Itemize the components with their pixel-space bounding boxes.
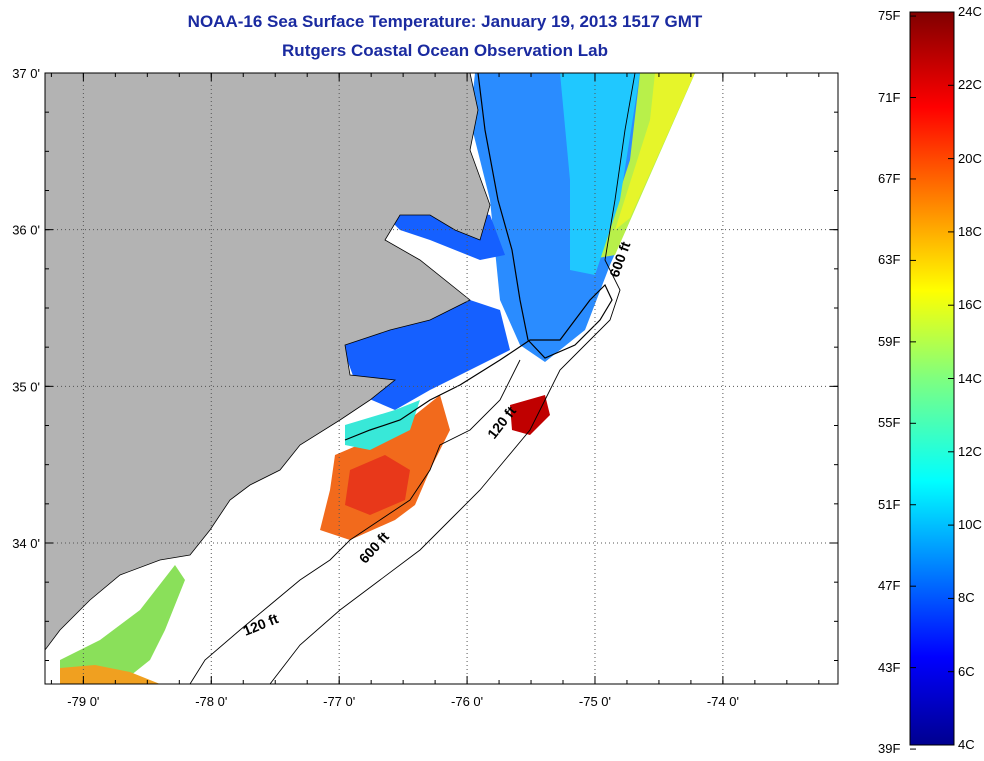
lon-tick-label: -79 0' [67, 694, 99, 709]
colorbar-label-fahrenheit: 47F [878, 578, 901, 594]
colorbar-label-fahrenheit: 51F [878, 496, 901, 512]
lon-tick-label: -75 0' [579, 694, 611, 709]
sst-hot-spot [510, 395, 550, 435]
colorbar-label-celsius: 6C [958, 663, 975, 679]
outer-banks [344, 73, 613, 441]
lat-tick-label: 34 0' [12, 536, 40, 551]
colorbar-label-celsius: 8C [958, 590, 975, 606]
map-border [44, 72, 839, 685]
lon-tick-label: -78 0' [195, 694, 227, 709]
map-title-line2: Rutgers Coastal Ocean Observation Lab [282, 41, 608, 60]
land-mass [45, 73, 491, 651]
colorbar-ticks [910, 11, 954, 750]
sst-swath-near-yellow [615, 73, 695, 230]
colorbar-label-celsius: 14C [958, 370, 982, 386]
contour-120ft [189, 359, 521, 684]
colorbar-label-fahrenheit: 39F [878, 741, 901, 757]
lat-tick-label: 36 0' [12, 223, 40, 238]
colorbar-label-celsius: 4C [958, 737, 975, 752]
colorbar [909, 11, 955, 746]
lat-tick-label: 35 0' [12, 379, 40, 394]
colorbar-label-celsius: 10C [958, 517, 982, 533]
lat-tick-label: 37 0' [12, 66, 40, 81]
map-title-line1: NOAA-16 Sea Surface Temperature: January… [187, 12, 703, 31]
colorbar-label-fahrenheit: 63F [878, 252, 901, 268]
colorbar-label-celsius: 20C [958, 150, 982, 166]
colorbar-label-fahrenheit: 59F [878, 333, 901, 349]
colorbar-label-celsius: 18C [958, 223, 982, 239]
colorbar-label-celsius: 24C [958, 4, 982, 19]
sst-warm-core [345, 455, 410, 515]
colorbar-label-celsius: 16C [958, 297, 982, 313]
axis-ticks: -79 0' -78 0' -77 0' -76 0' -75 0' -74 0' 37 0… [12, 66, 838, 709]
colorbar-label-fahrenheit: 67F [878, 170, 901, 186]
lon-tick-label: -74 0' [707, 694, 739, 709]
sst-cape-hatteras-cyan [345, 400, 420, 450]
lon-tick-label: -77 0' [323, 694, 355, 709]
contour-600ft [269, 73, 636, 684]
colorbar-label-fahrenheit: 43F [878, 659, 901, 675]
sst-sw-patch [60, 565, 185, 684]
colorbar-label-fahrenheit: 71F [878, 89, 901, 105]
colorbar-label-celsius: 12C [958, 443, 982, 459]
colorbar-label-celsius: 22C [958, 77, 982, 93]
colorbar-label-fahrenheit: 75F [878, 8, 901, 24]
sst-swath-middle [560, 73, 640, 275]
colorbar-label-fahrenheit: 55F [878, 415, 901, 431]
lon-tick-label: -76 0' [451, 694, 483, 709]
sst-sw-orange [60, 665, 160, 684]
